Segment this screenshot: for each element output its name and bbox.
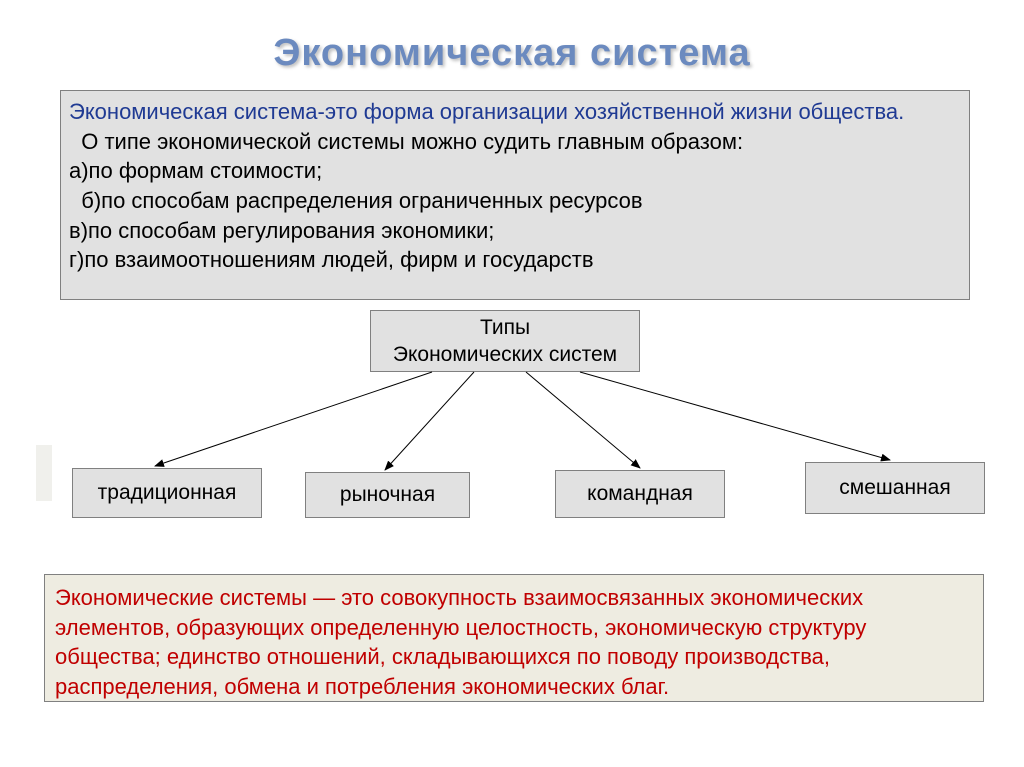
- arrow-line: [580, 372, 890, 460]
- definition-line: б)по способам распределения ограниченных…: [69, 186, 961, 216]
- arrow-line: [155, 372, 432, 466]
- types-box: Типы Экономических систем: [370, 310, 640, 372]
- definition-line: в)по способам регулирования экономики;: [69, 216, 961, 246]
- arrow-line: [526, 372, 640, 468]
- slide-title-text: Экономическая система: [273, 32, 750, 74]
- slide-title: Экономическая система: [0, 0, 1024, 75]
- side-tab-decoration: [36, 445, 52, 501]
- footer-box: Экономические системы — это совокупность…: [44, 574, 984, 702]
- type-leaf-2: командная: [555, 470, 725, 518]
- type-leaf-label: рыночная: [340, 483, 435, 507]
- definition-line: а)по формам стоимости;: [69, 156, 961, 186]
- arrow-line: [385, 372, 474, 470]
- definition-line: г)по взаимоотношениям людей, фирм и госу…: [69, 245, 961, 275]
- definition-box: Экономическая система-это форма организа…: [60, 90, 970, 300]
- type-leaf-1: рыночная: [305, 472, 470, 518]
- type-leaf-label: смешанная: [839, 476, 950, 500]
- footer-text: Экономические системы — это совокупность…: [55, 585, 866, 699]
- definition-first-line: Экономическая система-это форма организа…: [69, 99, 904, 124]
- type-leaf-3: смешанная: [805, 462, 985, 514]
- type-leaf-label: командная: [587, 482, 693, 506]
- definition-rest: О типе экономической системы можно судит…: [69, 127, 961, 275]
- types-line1: Типы: [371, 314, 639, 341]
- type-leaf-0: традиционная: [72, 468, 262, 518]
- types-line2: Экономических систем: [371, 341, 639, 368]
- definition-line: О типе экономической системы можно судит…: [69, 127, 961, 157]
- type-leaf-label: традиционная: [98, 481, 237, 505]
